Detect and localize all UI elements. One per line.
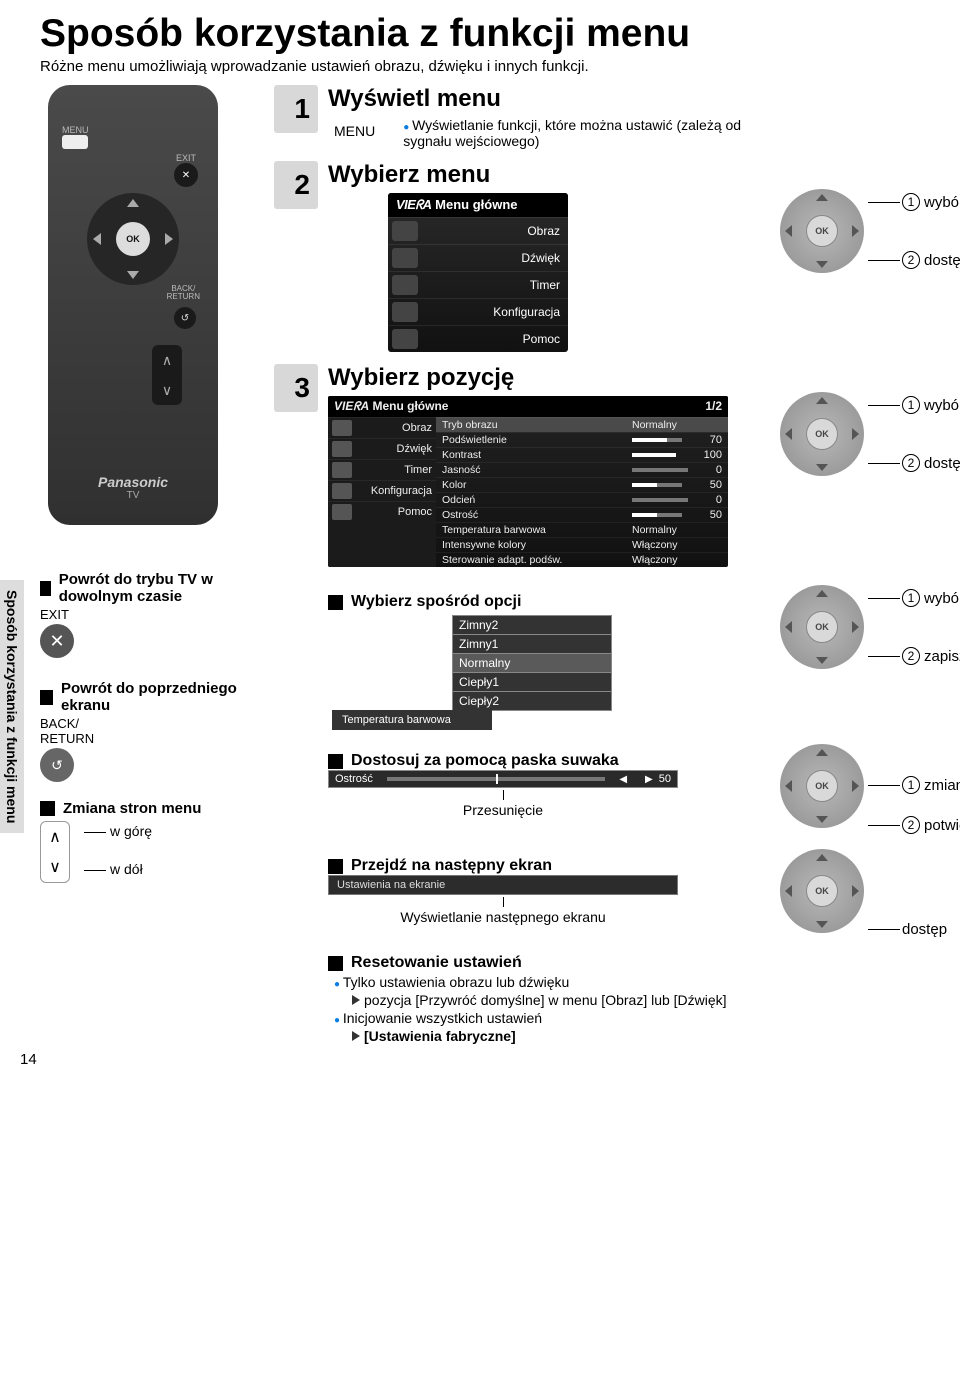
page-rocker-illustration[interactable]: ∧∨ — [40, 821, 70, 883]
reset-heading: Resetowanie ustawień — [328, 954, 920, 972]
back-section-heading: Powrót do poprzedniego ekranu — [40, 680, 260, 714]
viera-menu-item[interactable]: Obraz — [388, 217, 568, 244]
step1-title: Wyświetl menu — [328, 85, 920, 113]
option-item[interactable]: Zimny1 — [452, 634, 612, 653]
down-label: w dół — [84, 861, 152, 877]
option-item[interactable]: Zimny2 — [452, 615, 612, 634]
viera-menu-item[interactable]: Pomoc — [388, 325, 568, 352]
detail-row[interactable]: Kontrast100 — [436, 447, 728, 462]
page-title: Sposób korzystania z funkcji menu — [40, 12, 920, 56]
navpad-ok-ns[interactable]: OK — [806, 875, 838, 907]
options-heading: Wybierz spośród opcji — [328, 593, 652, 611]
detail-side-item[interactable]: Timer — [328, 459, 436, 480]
navpad-ok-opts[interactable]: OK — [806, 611, 838, 643]
detail-side-item[interactable]: Konfiguracja — [328, 480, 436, 501]
back-label-text: BACK/ RETURN — [40, 716, 260, 746]
sidebar-tab: Sposób korzystania z funkcji menu — [0, 580, 24, 833]
reset-line1: Tylko ustawienia obrazu lub dźwięku — [334, 974, 920, 990]
exit-section-heading: Powrót do trybu TV w dowolnym czasie — [40, 571, 260, 605]
back-button-illustration[interactable]: ↺ — [40, 748, 74, 782]
step2-title: Wybierz menu — [328, 161, 920, 189]
detail-row[interactable]: Podświetlenie70 — [436, 432, 728, 447]
remote-back-button[interactable]: ↺ — [174, 307, 196, 329]
option-item[interactable]: Ciepły1 — [452, 672, 612, 691]
options-list[interactable]: Zimny2Zimny1NormalnyCiepły1Ciepły2 — [452, 615, 612, 711]
remote-exit-button[interactable]: ✕ — [174, 163, 198, 187]
slider-bar[interactable]: Ostrość ◀ ▶ 50 — [328, 770, 678, 788]
remote-ok-button[interactable]: OK — [116, 222, 150, 256]
navpad-step3[interactable]: OK — [780, 392, 864, 476]
nextscreen-heading: Przejdź na następny ekran — [328, 857, 678, 875]
remote-tv-label: TV — [48, 490, 218, 501]
detail-side-item[interactable]: Pomoc — [328, 501, 436, 522]
option-item[interactable]: Normalny — [452, 653, 612, 672]
step3-title: Wybierz pozycję — [328, 364, 920, 392]
remote-menu-label: MENU — [62, 125, 89, 135]
remote-brand: Panasonic — [48, 474, 218, 490]
detail-row[interactable]: Tryb obrazuNormalny — [436, 417, 728, 432]
viera-menu-item[interactable]: Timer — [388, 271, 568, 298]
navpad-options[interactable]: OK — [780, 585, 864, 669]
remote-dpad[interactable]: OK — [87, 193, 179, 285]
annot-wybor: wybór — [924, 194, 960, 211]
viera-main-menu: VIEᖇA Menu główne ObrazDźwiękTimerKonfig… — [388, 193, 568, 352]
navpad-step2[interactable]: OK — [780, 189, 864, 273]
remote-exit-label: EXIT — [176, 153, 196, 163]
reset-line3: Inicjowanie wszystkich ustawień — [334, 1010, 920, 1026]
detail-row[interactable]: Sterowanie adapt. podśw.Włączony — [436, 552, 728, 567]
detail-row[interactable]: Kolor50 — [436, 477, 728, 492]
navpad-slider[interactable]: OK — [780, 744, 864, 828]
slider-caption: Przesunięcie — [328, 790, 678, 818]
annot-dostep: dostęp — [924, 252, 960, 269]
detail-settings-panel: VIEᖇA Menu główne1/2 ObrazDźwiękTimerKon… — [328, 396, 728, 567]
navpad-ok-slider[interactable]: OK — [806, 770, 838, 802]
up-label: w górę — [84, 823, 152, 839]
slider-heading: Dostosuj za pomocą paska suwaka — [328, 752, 678, 770]
nextscreen-caption: Wyświetlanie następnego ekranu — [328, 897, 678, 925]
step1-desc: Wyświetlanie funkcji, które można ustawi… — [403, 117, 783, 149]
detail-side-item[interactable]: Obraz — [328, 417, 436, 438]
step1-number: 1 — [274, 85, 318, 133]
detail-side-item[interactable]: Dźwięk — [328, 438, 436, 459]
detail-row[interactable]: Ostrość50 — [436, 507, 728, 522]
pages-section-heading: Zmiana stron menu — [40, 800, 260, 817]
detail-row[interactable]: Intensywne koloryWłączony — [436, 537, 728, 552]
exit-label-text: EXIT — [40, 607, 260, 622]
navpad-ok[interactable]: OK — [806, 215, 838, 247]
options-param-label: Temperatura barwowa — [332, 710, 492, 730]
page-number: 14 — [20, 1051, 37, 1068]
reset-line2: pozycja [Przywróć domyślne] w menu [Obra… — [334, 992, 920, 1008]
step3-number: 3 — [274, 364, 318, 412]
remote-back-label: BACK/RETURN — [167, 285, 200, 301]
nextscreen-stripe: Ustawienia na ekranie — [328, 875, 678, 895]
remote-menu-button[interactable] — [62, 135, 88, 149]
detail-row[interactable]: Odcień0 — [436, 492, 728, 507]
reset-line4: [Ustawienia fabryczne] — [334, 1028, 920, 1044]
page-subtitle: Różne menu umożliwiają wprowadzanie usta… — [40, 58, 920, 75]
exit-button-illustration[interactable]: ✕ — [40, 624, 74, 658]
navpad-nextscreen[interactable]: OK — [780, 849, 864, 933]
detail-row[interactable]: Jasność0 — [436, 462, 728, 477]
option-item[interactable]: Ciepły2 — [452, 691, 612, 711]
viera-menu-item[interactable]: Konfiguracja — [388, 298, 568, 325]
navpad-ok-3[interactable]: OK — [806, 418, 838, 450]
remote-page-rocker[interactable]: ∧∨ — [152, 345, 182, 405]
remote-control: MENU EXIT ✕ OK BACK/RETURN ↺ ∧∨ Panasoni… — [48, 85, 218, 525]
step1-menu-label: MENU — [334, 123, 375, 149]
viera-menu-item[interactable]: Dźwięk — [388, 244, 568, 271]
step2-number: 2 — [274, 161, 318, 209]
detail-row[interactable]: Temperatura barwowaNormalny — [436, 522, 728, 537]
